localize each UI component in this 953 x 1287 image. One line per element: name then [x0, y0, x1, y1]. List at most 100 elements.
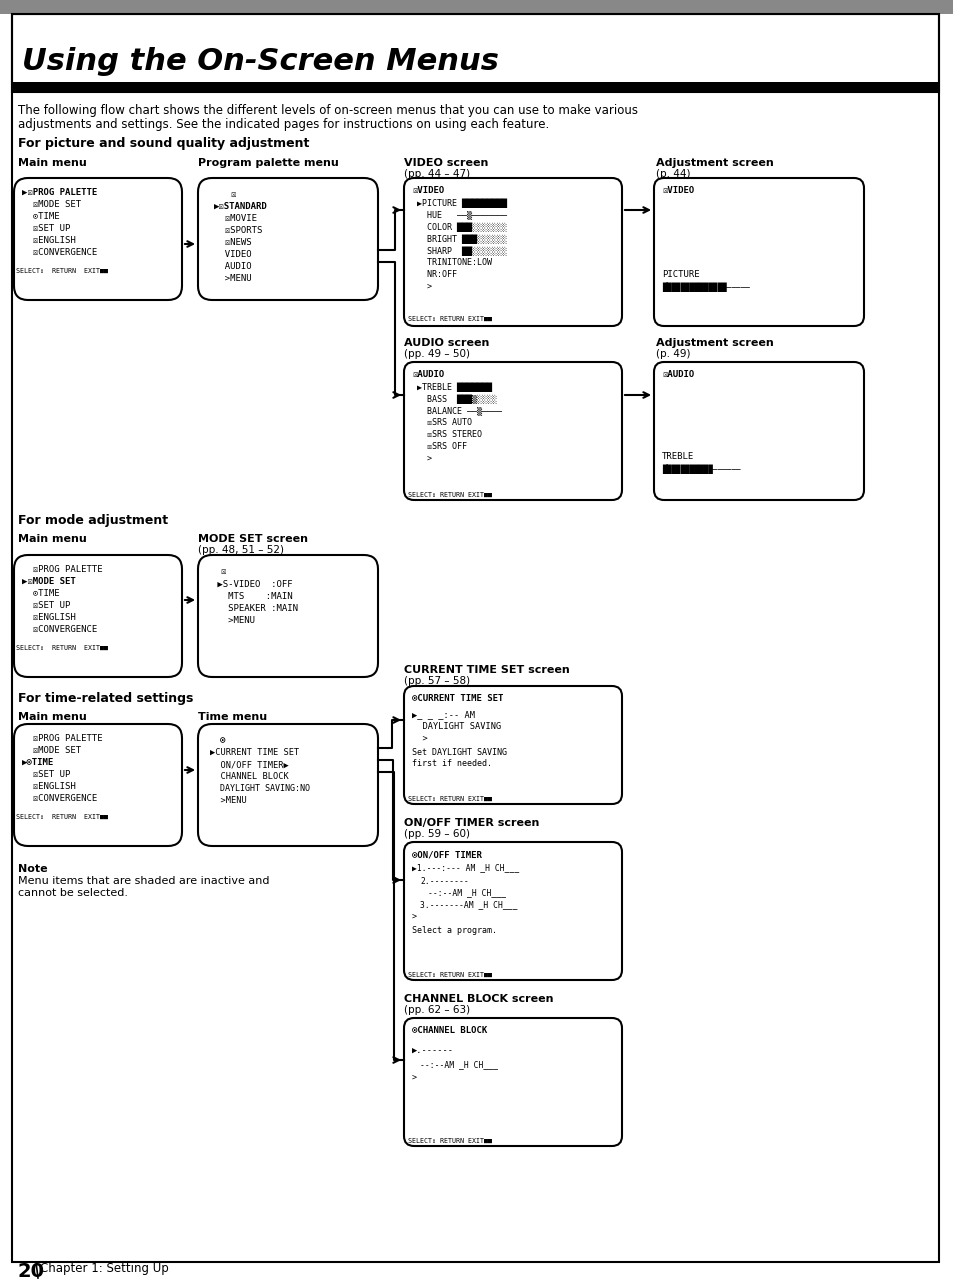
Text: --:--AM _H CH___: --:--AM _H CH___ — [419, 1060, 497, 1069]
Text: ⊙CURRENT TIME SET: ⊙CURRENT TIME SET — [412, 694, 503, 703]
FancyBboxPatch shape — [403, 362, 621, 501]
Text: MTS    :MAIN: MTS :MAIN — [212, 592, 293, 601]
Text: >: > — [412, 282, 432, 291]
Text: >: > — [412, 454, 432, 463]
Text: >MENU: >MENU — [213, 274, 252, 283]
FancyBboxPatch shape — [403, 178, 621, 326]
Text: For picture and sound quality adjustment: For picture and sound quality adjustment — [18, 136, 309, 151]
Text: ☒MODE SET: ☒MODE SET — [22, 199, 81, 208]
Text: >: > — [412, 734, 427, 743]
FancyBboxPatch shape — [198, 555, 377, 677]
FancyBboxPatch shape — [14, 555, 182, 677]
Text: SELECT↕ RETURN EXIT■■: SELECT↕ RETURN EXIT■■ — [408, 972, 492, 978]
Text: ██████████████–––––: ██████████████––––– — [661, 282, 749, 291]
Text: ☒SRS AUTO: ☒SRS AUTO — [412, 418, 472, 427]
Text: ▶CURRENT TIME SET: ▶CURRENT TIME SET — [210, 748, 299, 757]
Text: ON/OFF TIMER▶: ON/OFF TIMER▶ — [210, 761, 289, 770]
Text: SELECT↕ RETURN EXIT■■: SELECT↕ RETURN EXIT■■ — [408, 795, 492, 802]
Bar — [0, 0, 953, 14]
Text: >MENU: >MENU — [210, 795, 247, 804]
Text: DAYLIGHT SAVING: DAYLIGHT SAVING — [412, 722, 500, 731]
Text: ☒AUDIO: ☒AUDIO — [661, 369, 694, 378]
FancyBboxPatch shape — [14, 725, 182, 846]
Text: ⊙ON/OFF TIMER: ⊙ON/OFF TIMER — [412, 849, 481, 858]
Text: SELECT↕ RETURN EXIT■■: SELECT↕ RETURN EXIT■■ — [408, 317, 492, 322]
Text: ⊙CHANNEL BLOCK: ⊙CHANNEL BLOCK — [412, 1026, 487, 1035]
Text: ☒CONVERGENCE: ☒CONVERGENCE — [22, 794, 97, 803]
FancyBboxPatch shape — [403, 1018, 621, 1145]
Text: ☒NEWS: ☒NEWS — [213, 238, 252, 247]
Text: ⊙TIME: ⊙TIME — [22, 589, 59, 598]
Text: For mode adjustment: For mode adjustment — [18, 514, 168, 526]
FancyBboxPatch shape — [654, 178, 863, 326]
Text: ▶⊙TIME: ▶⊙TIME — [22, 758, 54, 767]
Text: ▶PICTURE █████████: ▶PICTURE █████████ — [412, 198, 506, 207]
Text: ☒MOVIE: ☒MOVIE — [213, 214, 256, 223]
Text: NR:OFF: NR:OFF — [412, 270, 456, 279]
Text: AUDIO: AUDIO — [213, 263, 252, 272]
Text: 20: 20 — [18, 1263, 45, 1281]
Text: DAYLIGHT SAVING:NO: DAYLIGHT SAVING:NO — [210, 784, 310, 793]
Text: ▶S-VIDEO  :OFF: ▶S-VIDEO :OFF — [212, 580, 293, 589]
Bar — [12, 14, 938, 91]
Text: ☒ENGLISH: ☒ENGLISH — [22, 236, 75, 245]
Text: ☒: ☒ — [220, 568, 225, 577]
Text: ☒PROG PALETTE: ☒PROG PALETTE — [22, 734, 103, 743]
Text: ▶☒PROG PALETTE: ▶☒PROG PALETTE — [22, 188, 97, 197]
Text: (pp. 49 – 50): (pp. 49 – 50) — [403, 349, 470, 359]
Text: ☒ENGLISH: ☒ENGLISH — [22, 782, 75, 792]
Text: ███████████––––––: ███████████–––––– — [661, 465, 740, 474]
Text: ☒SET UP: ☒SET UP — [22, 601, 71, 610]
Text: MODE SET screen: MODE SET screen — [198, 534, 308, 544]
Text: BASS  ███▒░░░░: BASS ███▒░░░░ — [412, 394, 497, 404]
Text: For time-related settings: For time-related settings — [18, 692, 193, 705]
Text: TREBLE: TREBLE — [661, 452, 694, 461]
Text: ☒MODE SET: ☒MODE SET — [22, 746, 81, 755]
Text: (pp. 44 – 47): (pp. 44 – 47) — [403, 169, 470, 179]
Text: ☒SET UP: ☒SET UP — [22, 770, 71, 779]
Text: ☒ENGLISH: ☒ENGLISH — [22, 613, 75, 622]
Text: SELECT↕  RETURN  EXIT■■: SELECT↕ RETURN EXIT■■ — [16, 645, 108, 651]
Text: >MENU: >MENU — [212, 616, 254, 625]
Text: ☒AUDIO: ☒AUDIO — [412, 369, 444, 378]
Text: PICTURE: PICTURE — [661, 270, 699, 279]
Text: VIDEO screen: VIDEO screen — [403, 158, 488, 169]
Text: ☒CONVERGENCE: ☒CONVERGENCE — [22, 248, 97, 257]
Text: HUE   ––▒–––––––: HUE ––▒––––––– — [412, 210, 506, 219]
Text: Main menu: Main menu — [18, 712, 87, 722]
Text: (pp. 57 – 58): (pp. 57 – 58) — [403, 676, 470, 686]
Text: ☒SET UP: ☒SET UP — [22, 224, 71, 233]
Text: ▶☒STANDARD: ▶☒STANDARD — [213, 202, 268, 211]
Text: BRIGHT ███░░░░░░: BRIGHT ███░░░░░░ — [412, 234, 506, 243]
Text: VIDEO: VIDEO — [213, 250, 252, 259]
Text: AUDIO screen: AUDIO screen — [403, 338, 489, 347]
Text: ☒CONVERGENCE: ☒CONVERGENCE — [22, 625, 97, 634]
Text: adjustments and settings. See the indicated pages for instructions on using each: adjustments and settings. See the indica… — [18, 118, 549, 131]
Text: SELECT↕  RETURN  EXIT■■: SELECT↕ RETURN EXIT■■ — [16, 268, 108, 274]
Text: 3.-------AM _H CH___: 3.-------AM _H CH___ — [419, 900, 517, 909]
Text: (pp. 59 – 60): (pp. 59 – 60) — [403, 829, 470, 839]
Text: Main menu: Main menu — [18, 158, 87, 169]
Text: (pp. 48, 51 – 52): (pp. 48, 51 – 52) — [198, 544, 284, 555]
Text: ☒PROG PALETTE: ☒PROG PALETTE — [22, 565, 103, 574]
Text: The following flow chart shows the different levels of on-screen menus that you : The following flow chart shows the diffe… — [18, 104, 638, 117]
Text: ☒VIDEO: ☒VIDEO — [412, 187, 444, 196]
Text: TRINITONE:LOW: TRINITONE:LOW — [412, 257, 492, 266]
Bar — [12, 82, 938, 91]
Text: SPEAKER :MAIN: SPEAKER :MAIN — [212, 604, 297, 613]
FancyBboxPatch shape — [198, 725, 377, 846]
Text: ☒SRS STEREO: ☒SRS STEREO — [412, 430, 481, 439]
Text: ☒SRS OFF: ☒SRS OFF — [412, 441, 467, 450]
Text: SELECT↕ RETURN EXIT■■: SELECT↕ RETURN EXIT■■ — [408, 492, 492, 498]
Text: (p. 49): (p. 49) — [656, 349, 690, 359]
Text: ▶1.---:--- AM _H CH___: ▶1.---:--- AM _H CH___ — [412, 864, 518, 873]
Text: ▶.------: ▶.------ — [412, 1046, 454, 1055]
Text: Adjustment screen: Adjustment screen — [656, 158, 773, 169]
Text: ⊙TIME: ⊙TIME — [22, 212, 59, 221]
Text: Using the On-Screen Menus: Using the On-Screen Menus — [22, 48, 498, 76]
Text: CHANNEL BLOCK: CHANNEL BLOCK — [210, 772, 289, 781]
Text: ON/OFF TIMER screen: ON/OFF TIMER screen — [403, 819, 538, 828]
Text: --:--AM _H CH___: --:--AM _H CH___ — [428, 888, 505, 897]
Text: Select a program.: Select a program. — [412, 927, 497, 934]
Text: CHANNEL BLOCK screen: CHANNEL BLOCK screen — [403, 994, 553, 1004]
